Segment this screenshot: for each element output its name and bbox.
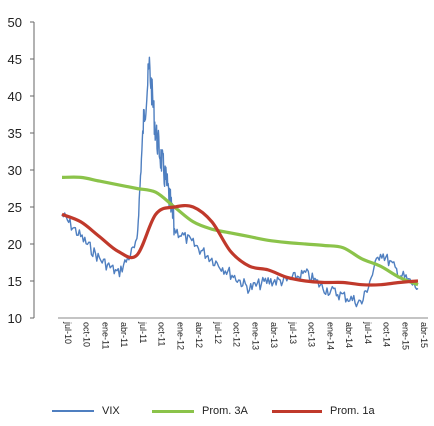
y-tick-label: 45 <box>8 52 22 67</box>
y-tick-label: 40 <box>8 89 22 104</box>
legend-label-prom-1a: Prom. 1a <box>330 405 375 417</box>
x-tick-label: oct-10 <box>82 322 92 347</box>
x-axis: jul-10 oct-10 ene-11 abr-11 jul-11 oct-11 ene-… <box>58 317 429 350</box>
x-tick-label: jul-10 <box>63 321 73 344</box>
y-tick-label: 20 <box>8 237 22 252</box>
x-tick-label: oct-11 <box>157 322 167 346</box>
legend-swatch-vix <box>52 410 94 412</box>
x-tick-label: ene-12 <box>175 322 185 350</box>
y-tick-label: 25 <box>8 200 22 215</box>
line-chart: 10 15 20 25 30 35 40 45 50 jul-10 oct-10 ene-11 abr… <box>8 15 429 350</box>
y-axis: 10 15 20 25 30 35 40 45 50 <box>8 15 35 326</box>
series-line-prom-1a <box>61 203 419 287</box>
y-tick-label: 15 <box>8 274 22 289</box>
x-tick-label: jul-14 <box>363 321 373 344</box>
legend-item-prom-3a: Prom. 3A <box>152 400 248 422</box>
series-line-vix <box>61 56 419 308</box>
legend-swatch-prom-1a <box>272 409 322 413</box>
x-tick-label: oct-14 <box>382 322 392 347</box>
y-tick-label: 35 <box>8 126 22 141</box>
series-line-prom-3a <box>61 175 419 287</box>
y-tick-label: 50 <box>8 15 22 30</box>
legend-label-prom-3a: Prom. 3A <box>202 405 248 417</box>
x-tick-label: jul-11 <box>138 321 148 343</box>
x-tick-label: abr-13 <box>269 322 279 348</box>
series-lines <box>61 56 419 308</box>
x-tick-label: oct-12 <box>232 322 242 347</box>
x-tick-label: oct-13 <box>307 322 317 347</box>
legend-label-vix: VIX <box>102 405 120 417</box>
legend: VIX Prom. 3A Prom. 1a <box>0 400 434 422</box>
x-tick-label: ene-15 <box>400 322 410 350</box>
x-tick-label: jul-12 <box>213 321 223 344</box>
y-tick-label: 10 <box>8 311 22 326</box>
x-tick-label: abr-15 <box>419 322 429 348</box>
x-tick-label: abr-11 <box>119 322 129 347</box>
x-tick-label: ene-11 <box>100 322 110 349</box>
y-tick-label: 30 <box>8 163 22 178</box>
legend-swatch-prom-3a <box>152 409 194 413</box>
x-tick-label: abr-14 <box>344 322 354 348</box>
x-tick-label: ene-14 <box>325 322 335 350</box>
x-tick-label: abr-12 <box>194 322 204 348</box>
x-tick-label: ene-13 <box>250 322 260 350</box>
legend-item-vix: VIX <box>52 400 120 422</box>
x-tick-label: jul-13 <box>288 321 298 344</box>
legend-item-prom-1a: Prom. 1a <box>272 400 375 422</box>
